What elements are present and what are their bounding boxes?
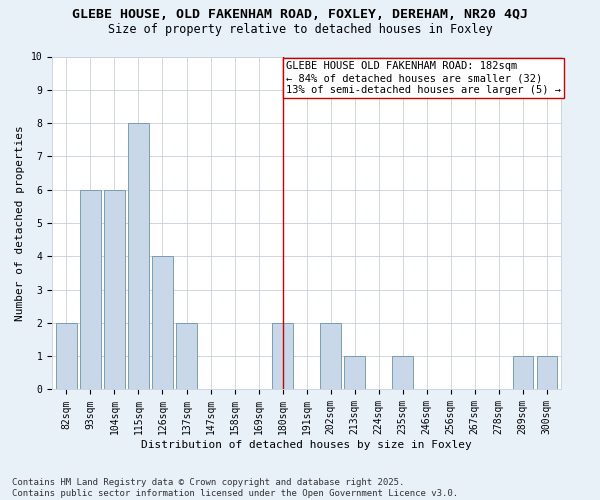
Bar <box>152 256 173 390</box>
Bar <box>320 323 341 390</box>
Text: Contains HM Land Registry data © Crown copyright and database right 2025.
Contai: Contains HM Land Registry data © Crown c… <box>12 478 458 498</box>
Bar <box>104 190 125 390</box>
Bar <box>128 123 149 390</box>
Text: Size of property relative to detached houses in Foxley: Size of property relative to detached ho… <box>107 22 493 36</box>
Bar <box>392 356 413 390</box>
Bar <box>272 323 293 390</box>
Text: GLEBE HOUSE OLD FAKENHAM ROAD: 182sqm
← 84% of detached houses are smaller (32)
: GLEBE HOUSE OLD FAKENHAM ROAD: 182sqm ← … <box>286 62 561 94</box>
Bar <box>176 323 197 390</box>
Text: GLEBE HOUSE, OLD FAKENHAM ROAD, FOXLEY, DEREHAM, NR20 4QJ: GLEBE HOUSE, OLD FAKENHAM ROAD, FOXLEY, … <box>72 8 528 20</box>
X-axis label: Distribution of detached houses by size in Foxley: Distribution of detached houses by size … <box>141 440 472 450</box>
Bar <box>80 190 101 390</box>
Bar <box>512 356 533 390</box>
Bar <box>536 356 557 390</box>
Y-axis label: Number of detached properties: Number of detached properties <box>15 125 25 321</box>
Bar <box>344 356 365 390</box>
Bar <box>56 323 77 390</box>
